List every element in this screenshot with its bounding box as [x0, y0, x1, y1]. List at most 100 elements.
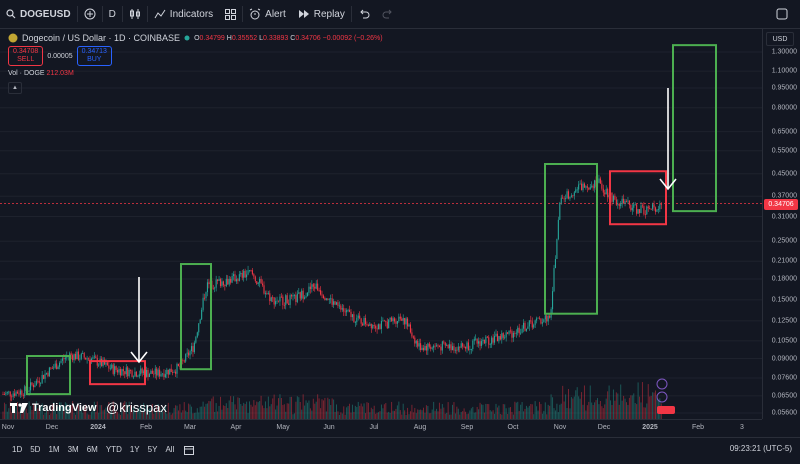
redo-button[interactable] [376, 0, 400, 28]
candle-body [6, 391, 8, 393]
range-1d[interactable]: 1D [12, 445, 23, 454]
volume-bar [338, 414, 340, 419]
indicators-button[interactable]: Indicators [148, 0, 219, 28]
replay-button[interactable]: Replay [292, 0, 351, 28]
range-ytd[interactable]: YTD [105, 445, 122, 454]
candle-body [588, 187, 590, 190]
range-1y[interactable]: 1Y [129, 445, 140, 454]
volume-bar [295, 401, 297, 419]
collapse-legend-button[interactable]: ▲ [8, 82, 22, 94]
candle-body [311, 284, 313, 289]
volume-bar [73, 412, 75, 419]
volume-bar [386, 412, 388, 419]
undo-button[interactable] [352, 0, 376, 28]
candle-body [262, 283, 264, 286]
price-chart[interactable] [0, 29, 762, 419]
candle-body [331, 298, 333, 305]
volume-bar [581, 392, 583, 419]
candle-body [288, 303, 290, 305]
buy-button[interactable]: 0.34713 BUY [76, 46, 112, 66]
range-5d[interactable]: 5D [30, 445, 41, 454]
volume-bar [640, 402, 642, 419]
volume-bar [620, 384, 622, 419]
candle-body [260, 278, 262, 284]
interval-button[interactable]: D [103, 0, 122, 28]
volume-bar [101, 405, 103, 419]
candle-body [581, 183, 583, 191]
volume-bar [653, 392, 655, 419]
range-1m[interactable]: 1M [48, 445, 60, 454]
divider [350, 6, 352, 22]
range-6m[interactable]: 6M [86, 445, 98, 454]
date-range-button[interactable] [178, 436, 200, 464]
candle-body [231, 275, 233, 283]
candle-body [304, 297, 306, 299]
volume-bar [56, 414, 58, 419]
volume-bar [637, 382, 639, 419]
volume-bar [59, 402, 61, 419]
fullscreen-button[interactable] [770, 0, 794, 28]
candle-body [299, 292, 301, 299]
price-tick: 0.80000 [771, 104, 797, 112]
volume-bar [441, 404, 443, 419]
layouts-button[interactable] [219, 0, 242, 28]
candle-body [462, 343, 464, 347]
volume-bar [556, 403, 558, 419]
volume-bar [652, 392, 654, 419]
volume-bar [453, 402, 455, 419]
price-tick: 0.55000 [771, 147, 797, 155]
volume-bar [202, 401, 204, 419]
candle-body [582, 183, 584, 191]
volume-bar [356, 406, 358, 419]
candle-body [401, 318, 403, 321]
candle-body [441, 341, 443, 351]
volume-bar [35, 401, 37, 419]
chart-type-button[interactable] [123, 0, 147, 28]
currency-selector[interactable]: USD [766, 32, 794, 46]
range-all[interactable]: All [165, 445, 175, 454]
volume-bar [5, 404, 7, 419]
add-circle-icon [84, 8, 96, 20]
candle-body [554, 258, 556, 269]
candle-body [385, 320, 387, 322]
volume-bar [646, 403, 648, 419]
candle-body [654, 207, 657, 212]
volume-bar [60, 402, 62, 419]
candle-body [306, 292, 309, 297]
candle-body [266, 292, 268, 294]
volume-bar [221, 409, 223, 419]
volume-bar [436, 408, 438, 419]
range-5y[interactable]: 5Y [147, 445, 158, 454]
compare-button[interactable] [78, 0, 102, 28]
volume-bar [601, 406, 603, 419]
volume-bar [375, 413, 377, 419]
candle-body [546, 315, 548, 322]
price-axis[interactable]: 1.30000 1.10000 0.95000 0.80000 0.65000 0.550… [762, 29, 800, 419]
volume-bar [512, 414, 514, 419]
volume-bar [569, 408, 571, 419]
volume-bar [343, 406, 345, 419]
candle-body [354, 322, 356, 323]
volume-bar [188, 403, 190, 419]
time-axis[interactable]: Nov Dec 2024 Feb Mar Apr May Jun Jul Aug Sep Oct Nov… [0, 419, 762, 438]
symbol-search[interactable]: DOGEUSD [0, 0, 77, 28]
candle-body [221, 281, 223, 286]
candle-body [186, 352, 188, 354]
candle-body [459, 346, 461, 348]
range-3m[interactable]: 3M [67, 445, 79, 454]
volume-bar [291, 396, 293, 419]
candle-body [5, 392, 7, 395]
candle-body [167, 369, 169, 375]
sell-button[interactable]: 0.34708 SELL [8, 46, 44, 66]
candle-body [617, 203, 619, 205]
candle-body [607, 188, 609, 198]
candle-body [324, 297, 326, 300]
candle-body [93, 356, 95, 358]
time-tick: 2025 [642, 424, 658, 431]
candle-body [125, 367, 127, 375]
candle-body [485, 336, 487, 344]
candle-body [515, 332, 517, 334]
alert-button[interactable]: Alert [243, 0, 292, 28]
candle-body [189, 351, 191, 356]
volume-bar [201, 406, 203, 419]
